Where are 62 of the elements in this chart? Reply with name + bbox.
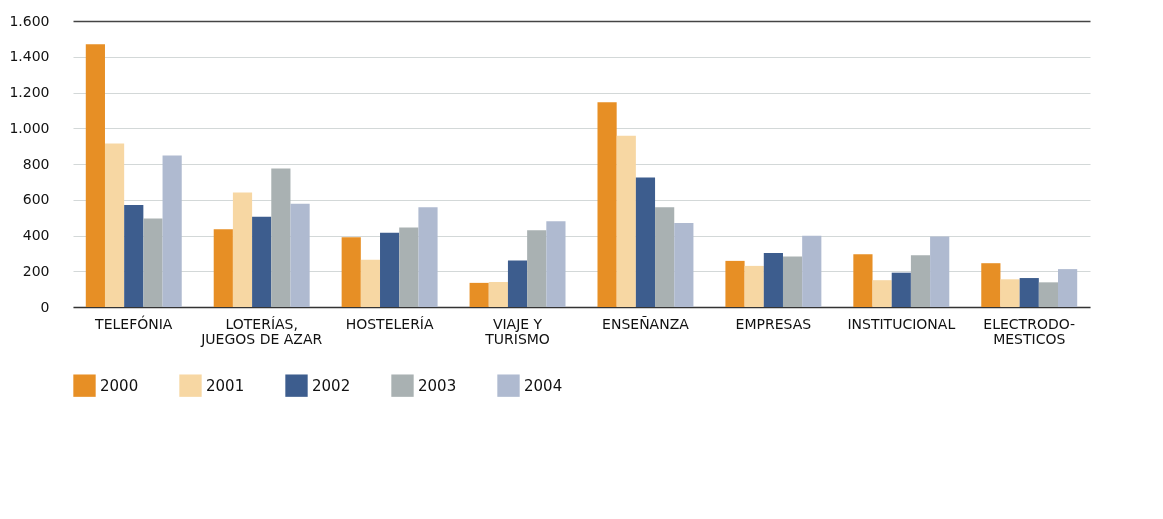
y-tick-label: 600 — [22, 191, 50, 208]
y-tick-label: 1.400 — [9, 48, 50, 65]
bar — [981, 263, 1001, 307]
bar — [469, 282, 489, 307]
bar — [674, 222, 694, 307]
y-tick-label: 800 — [22, 155, 50, 172]
bar — [635, 177, 656, 307]
bar — [341, 237, 361, 307]
y-tick-label: 0 — [40, 298, 50, 315]
x-tick-label: ELECTRODO- MESTICOS — [983, 315, 1076, 347]
bar — [1038, 282, 1059, 307]
x-tick-label: TELEFÓNIA — [94, 314, 173, 332]
bar — [290, 203, 310, 307]
bar — [418, 207, 438, 307]
bar — [655, 207, 675, 307]
bar — [399, 227, 419, 307]
bar — [1000, 279, 1020, 307]
bar — [782, 256, 803, 307]
bar — [744, 265, 764, 307]
bar — [271, 168, 291, 307]
bar — [546, 221, 566, 307]
bar — [380, 232, 400, 307]
x-tick-label: INSTITUCIONAL — [847, 315, 956, 332]
bar — [252, 216, 272, 307]
bar — [930, 236, 950, 307]
y-tick-label: 1.200 — [9, 84, 50, 100]
bar — [891, 272, 911, 307]
bar — [616, 135, 636, 307]
x-tick-label: ENSEÑANZA — [602, 315, 690, 332]
y-tick-label: 400 — [22, 227, 50, 243]
y-tick-label: 1.000 — [9, 119, 50, 136]
bar — [763, 253, 783, 307]
bar — [124, 205, 144, 307]
y-tick-label: 200 — [22, 262, 50, 279]
x-tick-label: HOSTELERÍA — [345, 315, 434, 332]
bar — [213, 229, 233, 307]
bar — [360, 259, 381, 307]
bar — [104, 143, 125, 307]
bar — [143, 218, 163, 307]
bar — [802, 235, 822, 307]
bar — [725, 260, 745, 307]
legend-label: 2004 — [524, 376, 563, 395]
bar — [1058, 269, 1078, 307]
bar — [162, 155, 182, 307]
bar — [597, 102, 617, 307]
legend-label: 2000 — [100, 376, 139, 395]
x-tick-label: LOTERÍAS, JUEGOS DE AZAR — [200, 315, 323, 347]
legend-label: 2002 — [312, 376, 351, 395]
bar — [853, 254, 873, 307]
legend-label: 2001 — [206, 376, 245, 395]
bar — [910, 255, 931, 307]
bar — [507, 260, 528, 307]
bar — [527, 230, 547, 307]
bar — [488, 281, 508, 307]
bar — [1019, 278, 1039, 307]
x-tick-label: VIAJE Y TURISMO — [484, 315, 550, 347]
bar — [232, 192, 253, 307]
y-tick-label: 1.600 — [9, 12, 50, 29]
bar — [85, 44, 105, 307]
legend-label: 2003 — [418, 376, 457, 395]
x-tick-label: EMPRESAS — [735, 315, 812, 332]
bar — [872, 280, 892, 307]
